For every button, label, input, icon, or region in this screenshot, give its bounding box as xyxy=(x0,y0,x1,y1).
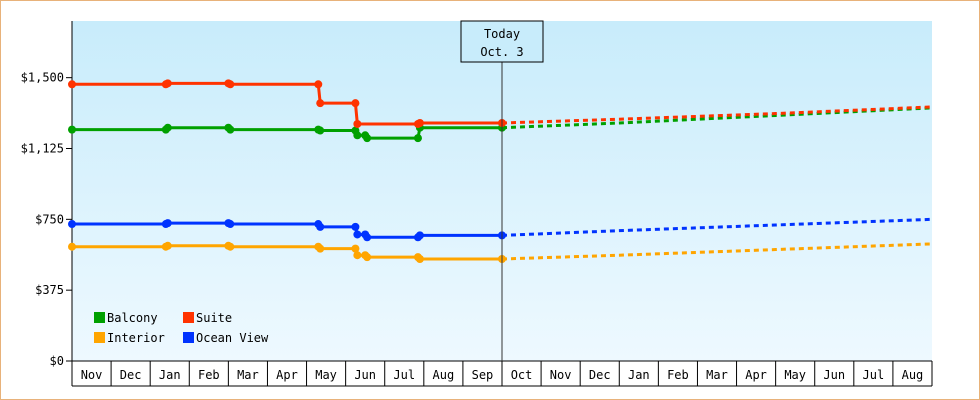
x-tick-label: Apr xyxy=(745,368,767,382)
today-label: Oct. 3 xyxy=(480,45,523,59)
data-point xyxy=(351,244,360,253)
data-point xyxy=(163,123,172,132)
legend-swatch xyxy=(94,332,105,343)
data-point xyxy=(226,242,235,251)
x-tick-label: Mar xyxy=(237,368,259,382)
x-tick-label: Nov xyxy=(81,368,103,382)
data-point xyxy=(226,220,235,229)
legend: Balcony Suite Interior Ocean View xyxy=(94,311,269,345)
data-point xyxy=(363,134,372,143)
today-marker: Today Oct. 3 xyxy=(460,20,544,361)
data-point xyxy=(415,119,424,127)
x-tick-label: Jan xyxy=(628,368,650,382)
x-tick-label: Jun xyxy=(823,368,845,382)
x-axis-band: Nov Dec Jan Feb Mar Apr May Jun Jul Aug Sep Oct Nov D… xyxy=(71,360,933,387)
x-tick-label: Aug xyxy=(433,368,455,382)
y-tick-label: $1,500 xyxy=(21,71,64,85)
data-point xyxy=(163,241,172,250)
data-point xyxy=(353,230,362,239)
data-point xyxy=(68,125,76,134)
series-layer xyxy=(68,79,933,263)
data-point xyxy=(316,99,325,108)
x-tick-label: Jul xyxy=(863,368,885,382)
y-axis: $0 $375 $750 $1,125 $1,500 xyxy=(21,21,73,368)
data-point xyxy=(351,99,360,108)
data-point xyxy=(163,79,172,88)
today-box xyxy=(460,20,544,63)
legend-swatch xyxy=(183,332,194,343)
data-point xyxy=(353,251,362,260)
x-tick-label: Apr xyxy=(276,368,298,382)
data-point xyxy=(353,131,362,140)
legend-swatch xyxy=(94,312,105,323)
x-tick-label: Feb xyxy=(667,368,689,382)
legend-label: Ocean View xyxy=(196,331,269,345)
data-point xyxy=(415,231,424,240)
data-point xyxy=(314,80,323,89)
data-point xyxy=(316,222,325,231)
x-tick-label: Aug xyxy=(902,368,924,382)
data-point xyxy=(363,233,372,242)
data-point xyxy=(163,219,172,228)
forecast-line-suite xyxy=(501,105,933,125)
x-tick-label: Dec xyxy=(120,368,142,382)
data-point xyxy=(415,255,424,263)
x-tick-label: Jan xyxy=(159,368,181,382)
x-tick-label: Oct xyxy=(511,368,533,382)
forecast-line-interior xyxy=(501,242,933,261)
x-tick-label: May xyxy=(315,368,337,382)
data-point xyxy=(351,222,360,231)
data-point xyxy=(68,242,76,251)
series-line-balcony xyxy=(72,126,502,140)
forecast-line-ocean-view xyxy=(501,217,933,237)
data-point xyxy=(226,80,235,89)
today-label: Today xyxy=(484,27,520,41)
y-tick-label: $1,125 xyxy=(21,142,64,156)
legend-label: Balcony xyxy=(107,311,158,325)
data-point xyxy=(413,134,422,143)
legend-label: Suite xyxy=(196,311,232,325)
y-tick-label: $375 xyxy=(35,283,64,297)
series-line-interior xyxy=(72,244,502,261)
y-tick-label: $750 xyxy=(35,212,64,226)
x-tick-label: Sep xyxy=(472,368,494,382)
data-point xyxy=(353,119,362,128)
data-point xyxy=(226,125,235,134)
data-point xyxy=(68,220,76,229)
data-point xyxy=(316,126,325,135)
data-point xyxy=(363,253,372,262)
legend-swatch xyxy=(183,312,194,323)
y-tick-label: $0 xyxy=(50,354,64,368)
x-tick-label: May xyxy=(784,368,806,382)
legend-label: Interior xyxy=(107,331,165,345)
x-tick-label: Jul xyxy=(393,368,415,382)
x-tick-label: Dec xyxy=(589,368,611,382)
data-point xyxy=(316,244,325,253)
data-point xyxy=(68,80,76,89)
x-tick-label: Nov xyxy=(550,368,572,382)
x-tick-label: Feb xyxy=(198,368,220,382)
series-line-ocean-view xyxy=(72,221,502,239)
x-tick-label: Mar xyxy=(706,368,728,382)
x-tick-label: Jun xyxy=(354,368,376,382)
